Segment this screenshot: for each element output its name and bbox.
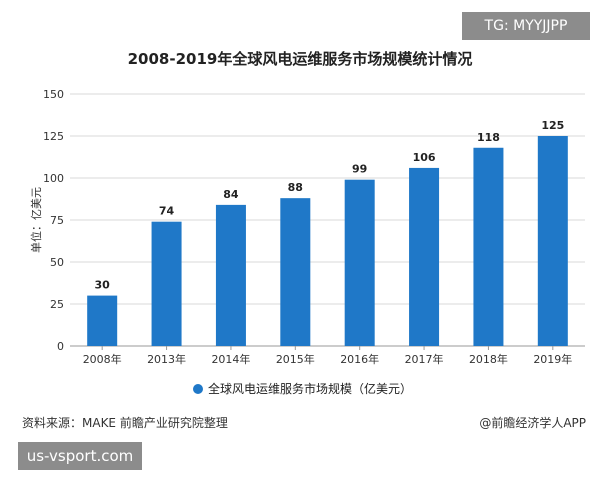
y-tick-label: 75 bbox=[50, 214, 64, 227]
data-label: 88 bbox=[288, 181, 303, 194]
bar bbox=[151, 221, 182, 346]
legend-label: 全球风电运维服务市场规模（亿美元） bbox=[208, 381, 412, 396]
site-watermark: us-vsport.com bbox=[18, 442, 142, 470]
y-axis-label: 单位：亿美元 bbox=[29, 187, 43, 253]
data-label: 118 bbox=[477, 131, 500, 144]
x-tick-label: 2016年 bbox=[340, 352, 379, 366]
data-label: 30 bbox=[95, 279, 111, 292]
x-tick-label: 2015年 bbox=[276, 352, 315, 366]
data-label: 74 bbox=[159, 205, 175, 218]
x-tick-label: 2019年 bbox=[533, 352, 572, 366]
bar bbox=[344, 179, 375, 346]
y-tick-label: 50 bbox=[50, 256, 64, 269]
x-tick-label: 2008年 bbox=[83, 352, 122, 366]
data-label: 125 bbox=[541, 119, 564, 132]
y-tick-label: 25 bbox=[50, 298, 64, 311]
credit-note: @前瞻经济学人APP bbox=[479, 416, 586, 430]
source-note: 资料来源：MAKE 前瞻产业研究院整理 bbox=[22, 416, 228, 430]
bar bbox=[409, 167, 440, 346]
bar bbox=[280, 198, 311, 346]
x-tick-label: 2017年 bbox=[405, 352, 444, 366]
data-label: 99 bbox=[352, 163, 367, 176]
x-tick-label: 2018年 bbox=[469, 352, 508, 366]
data-label: 84 bbox=[223, 188, 239, 201]
y-tick-label: 150 bbox=[43, 88, 64, 101]
y-tick-label: 0 bbox=[57, 340, 64, 353]
legend-marker bbox=[193, 384, 203, 394]
data-label: 106 bbox=[413, 151, 436, 164]
bar bbox=[537, 136, 568, 346]
x-tick-label: 2014年 bbox=[211, 352, 250, 366]
x-tick-label: 2013年 bbox=[147, 352, 186, 366]
watermark-tag: TG: MYYJJPP bbox=[462, 12, 590, 40]
y-tick-label: 100 bbox=[43, 172, 64, 185]
bar bbox=[215, 204, 246, 346]
bar bbox=[473, 147, 504, 346]
chart-title: 2008-2019年全球风电运维服务市场规模统计情况 bbox=[127, 50, 473, 68]
bar bbox=[87, 295, 118, 346]
y-tick-label: 125 bbox=[43, 130, 64, 143]
